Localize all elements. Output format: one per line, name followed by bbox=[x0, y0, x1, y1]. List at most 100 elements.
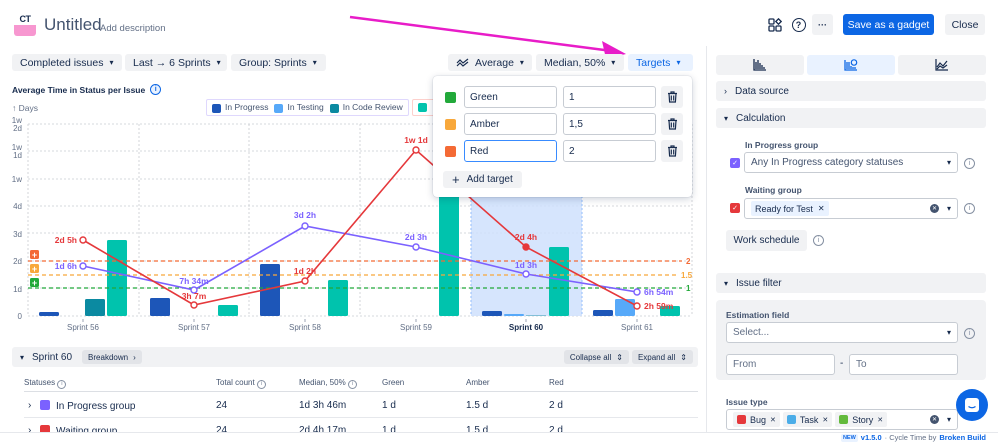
delete-target-button[interactable] bbox=[661, 140, 683, 162]
target-row-green: Green 1 bbox=[445, 86, 683, 108]
expand-all-button[interactable]: Expand all ⇕ bbox=[631, 350, 693, 364]
issue-type-select[interactable]: Bug ✕ Task ✕ Story ✕ ✕ ▾ bbox=[726, 409, 958, 430]
delete-target-button[interactable] bbox=[661, 86, 683, 108]
svg-text:1w: 1w bbox=[12, 175, 22, 184]
tab-time-in-status[interactable] bbox=[807, 55, 895, 75]
help-button[interactable]: ? bbox=[788, 14, 809, 35]
svg-text:2d 5h: 2d 5h bbox=[55, 235, 77, 245]
group-filter-dropdown[interactable]: Group: Sprints ▾ bbox=[231, 54, 326, 71]
info-icon[interactable]: i bbox=[964, 203, 975, 214]
to-input[interactable]: To bbox=[849, 354, 958, 375]
waiting-group-checkbox[interactable]: ✓ bbox=[730, 203, 740, 213]
more-button[interactable]: ··· bbox=[812, 14, 833, 35]
apps-icon bbox=[767, 17, 782, 32]
svg-text:1w: 1w bbox=[12, 116, 22, 125]
targets-dropdown[interactable]: Targets ▾ bbox=[628, 54, 693, 71]
clear-icon[interactable]: ✕ bbox=[929, 204, 939, 213]
legend-item-in-code-review[interactable]: In Code Review bbox=[329, 102, 403, 113]
target-name-input[interactable]: Red bbox=[464, 140, 557, 162]
estimation-field-select[interactable]: Select... ▾ bbox=[726, 322, 958, 343]
column-header: Statuses i bbox=[24, 378, 67, 389]
legend-item-in-progress[interactable]: In Progress bbox=[212, 102, 268, 113]
from-input[interactable]: From bbox=[726, 354, 835, 375]
info-icon[interactable]: i bbox=[57, 379, 67, 389]
line-chart-icon bbox=[935, 59, 948, 71]
remove-tag-icon[interactable]: ✕ bbox=[877, 416, 884, 424]
chat-button[interactable] bbox=[956, 389, 988, 421]
issue-type-tag-bug: Bug ✕ bbox=[733, 412, 780, 427]
version-link[interactable]: v1.5.0 bbox=[860, 433, 882, 442]
chart-title: Average Time in Status per Issue i bbox=[12, 84, 162, 95]
chevron-down-icon: ▾ bbox=[216, 58, 221, 67]
estimation-field-label: Estimation field bbox=[726, 310, 790, 320]
color-swatch-green[interactable] bbox=[445, 91, 456, 103]
settings-panel bbox=[706, 46, 998, 432]
status-tag: Ready for Test ✕ bbox=[751, 201, 829, 216]
save-as-gadget-button[interactable]: Save as a gadget bbox=[843, 14, 934, 35]
period-filter-dropdown[interactable]: Last → 6 Sprints ▾ bbox=[125, 54, 227, 71]
plus-icon: + bbox=[452, 172, 460, 187]
chevron-down-icon[interactable]: ▾ bbox=[20, 352, 25, 362]
in-progress-group-select[interactable]: Any In Progress category statuses ▾ bbox=[744, 152, 958, 173]
info-icon[interactable]: i bbox=[256, 379, 266, 389]
svg-text:Sprint 57: Sprint 57 bbox=[178, 323, 211, 332]
chevron-right-icon[interactable]: › bbox=[28, 425, 32, 436]
table-row[interactable]: › In Progress group 24 1d 3h 46m 1 d 1.5… bbox=[24, 394, 698, 418]
svg-text:7h 34m: 7h 34m bbox=[179, 276, 209, 286]
waiting-group-select[interactable]: Ready for Test ✕ ✕ ▾ bbox=[744, 198, 958, 219]
in-progress-group-checkbox[interactable]: ✓ bbox=[730, 158, 740, 168]
remove-tag-icon[interactable]: ✕ bbox=[822, 416, 829, 424]
svg-text:2d: 2d bbox=[13, 257, 22, 266]
delete-target-button[interactable] bbox=[661, 113, 683, 135]
brand-link[interactable]: Broken Build bbox=[939, 433, 986, 442]
info-icon[interactable]: i bbox=[964, 158, 975, 169]
help-icon: ? bbox=[791, 17, 806, 32]
collapse-all-button[interactable]: Collapse all ⇕ bbox=[563, 350, 629, 364]
info-icon[interactable]: i bbox=[813, 235, 824, 246]
svg-text:3d 2h: 3d 2h bbox=[294, 210, 316, 220]
close-button[interactable]: Close bbox=[945, 14, 985, 35]
data-source-accordion[interactable]: › Data source bbox=[716, 81, 986, 101]
add-description-link[interactable]: Add description bbox=[100, 23, 166, 34]
apps-button[interactable] bbox=[764, 14, 785, 35]
remove-tag-icon[interactable]: ✕ bbox=[770, 416, 776, 424]
target-name-input[interactable]: Green bbox=[464, 86, 557, 108]
info-icon[interactable]: i bbox=[964, 328, 975, 339]
chevron-right-icon[interactable]: › bbox=[28, 400, 32, 411]
column-header: Red bbox=[549, 378, 564, 387]
color-swatch-amber[interactable] bbox=[445, 118, 456, 130]
tab-bar-chart[interactable] bbox=[716, 55, 804, 75]
breakdown-button[interactable]: Breakdown › bbox=[82, 350, 142, 364]
svg-text:3d: 3d bbox=[13, 230, 22, 239]
info-icon[interactable]: i bbox=[150, 84, 162, 95]
tab-line-chart[interactable] bbox=[898, 55, 986, 75]
column-header: Total count i bbox=[216, 378, 266, 389]
issues-filter-dropdown[interactable]: Completed issues ▾ bbox=[12, 54, 122, 71]
work-schedule-button[interactable]: Work schedule bbox=[726, 230, 807, 251]
sprint-section-header: ▾ Sprint 60 Breakdown › Collapse all ⇕ Exp… bbox=[12, 347, 698, 367]
targets-popup: Green 1 Amber 1,5 Red 2 + Add target bbox=[433, 76, 692, 197]
page-title[interactable]: Untitled bbox=[44, 15, 102, 34]
svg-text:2: 2 bbox=[686, 257, 691, 266]
svg-text:2d 4h: 2d 4h bbox=[515, 232, 537, 242]
svg-text:Sprint 58: Sprint 58 bbox=[289, 323, 322, 332]
add-target-button[interactable]: + Add target bbox=[443, 171, 522, 188]
version-info: NEW v1.5.0 · Cycle Time by Broken Build bbox=[840, 433, 986, 442]
breakdown-table-header: Statuses i Total count i Median, 50% i G… bbox=[24, 378, 698, 392]
issue-filter-accordion[interactable]: ▾ Issue filter bbox=[716, 273, 986, 293]
svg-text:Sprint 61: Sprint 61 bbox=[621, 323, 654, 332]
target-value-input[interactable]: 1,5 bbox=[563, 113, 656, 135]
calculation-accordion[interactable]: ▾ Calculation bbox=[716, 108, 986, 128]
remove-tag-icon[interactable]: ✕ bbox=[817, 204, 825, 213]
legend-item-in-testing[interactable]: In Testing bbox=[274, 102, 324, 113]
target-value-input[interactable]: 2 bbox=[563, 140, 656, 162]
svg-text:1d 2h: 1d 2h bbox=[294, 266, 316, 276]
target-name-input[interactable]: Amber bbox=[464, 113, 557, 135]
column-header: Green bbox=[382, 378, 405, 387]
color-swatch-red[interactable] bbox=[445, 145, 456, 157]
target-value-input[interactable]: 1 bbox=[563, 86, 656, 108]
percentile-dropdown[interactable]: Median, 50% ▾ bbox=[536, 54, 624, 71]
info-icon[interactable]: i bbox=[347, 379, 357, 389]
clear-icon[interactable]: ✕ bbox=[929, 415, 939, 424]
aggregation-dropdown[interactable]: Average ▾ bbox=[448, 54, 532, 71]
